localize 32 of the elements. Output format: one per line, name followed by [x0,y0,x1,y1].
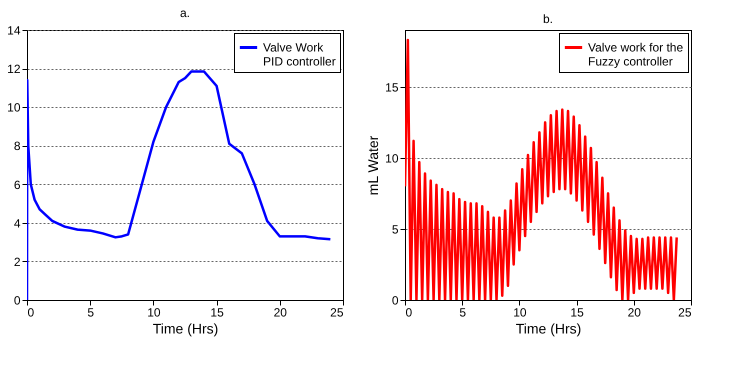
x-tick-label: 0 [28,306,34,320]
x-tick-label: 5 [87,306,94,320]
y-tick-label: 10 [385,151,399,166]
chart-title: b. [542,12,554,26]
x-axis-title: Time (Hrs) [516,320,582,336]
x-tick-label: 20 [274,306,288,320]
y-tick-label: 5 [392,222,399,236]
y-tick-label: 14 [7,24,21,38]
x-tick-label: 0 [406,306,412,320]
x-tick-label: 15 [210,306,224,320]
y-tick-label: 4 [14,216,21,230]
line-series [27,70,332,300]
y-tick-label: 2 [14,254,21,269]
y-tick-label: 0 [14,294,21,308]
x-tick-label: 20 [628,306,642,320]
x-tick-label: 10 [513,306,527,320]
y-tick-label: 8 [14,139,21,154]
x-tick-label: 25 [678,306,692,320]
x-tick-label: 10 [147,306,161,320]
y-tick-label: 0 [392,294,399,308]
x-axis-title: Time (Hrs) [152,320,218,336]
legend-label: Valve work for the Fuzzy controller [588,40,684,68]
legend-label: Valve Work PID controller [263,40,336,68]
x-tick-label: 25 [330,306,344,320]
y-tick-label: 12 [7,62,21,76]
y-tick-label: 15 [385,80,399,94]
x-tick-label: 5 [459,306,466,320]
chart-title: a. [180,6,190,20]
y-axis-title: mL Water [365,135,382,196]
x-tick-label: 15 [570,306,584,320]
y-tick-label: 6 [14,178,21,192]
y-tick-label: 10 [7,100,21,115]
